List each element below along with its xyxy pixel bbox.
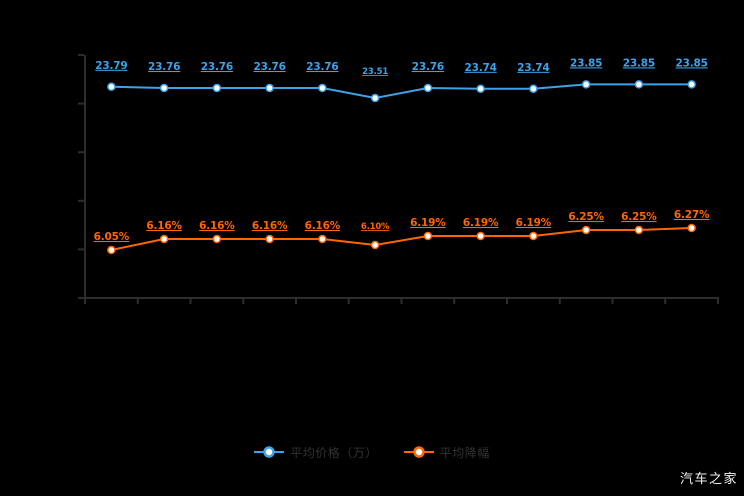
data-point-label-avg-price: 23.85 (623, 57, 655, 69)
data-point-marker-avg-price (529, 84, 538, 94)
data-point-marker-avg-price (687, 80, 696, 89)
chart-legend: 平均价格（万） 平均降幅 (0, 441, 744, 463)
data-point-marker-avg-price (476, 84, 485, 94)
data-point-label-avg-discount: 6.19% (410, 217, 446, 229)
data-point-label-avg-discount: 6.16% (252, 220, 288, 232)
data-point-label-avg-price: 23.74 (517, 62, 549, 74)
series-line-avg-price (111, 83, 692, 99)
data-point-marker-avg-discount (212, 234, 222, 244)
data-point-marker-avg-price (581, 80, 591, 89)
watermark-autohome-logo: 汽车之家 (679, 472, 738, 487)
series-line-avg-discount (111, 227, 692, 251)
legend-label-avg-price: 平均价格（万） (290, 445, 378, 460)
legend-item-avg-price[interactable]: 平均价格（万） (254, 444, 378, 461)
data-point-marker-avg-price (634, 80, 644, 89)
legend-item-avg-discount[interactable]: 平均降幅 (403, 444, 490, 461)
data-point-label-avg-discount: 6.25% (621, 211, 657, 223)
data-point-label-avg-discount: 6.19% (463, 217, 499, 229)
data-point-marker-avg-discount (476, 231, 485, 241)
data-point-marker-avg-price (370, 93, 380, 103)
price-trend-line-chart: 23.79 23.76 23.76 23.76 23.76 23.51 23.76 23.74… (78, 54, 719, 304)
data-point-label-avg-discount: 6.16% (305, 220, 341, 232)
line-series-marker-icon (254, 445, 285, 459)
data-point-marker-avg-discount (265, 234, 274, 244)
data-point-label-avg-discount: 6.05% (94, 231, 130, 243)
data-point-label-avg-price: 23.79 (95, 60, 127, 72)
data-point-label-avg-discount: 6.25% (568, 211, 604, 223)
data-point-label-avg-price: 23.85 (570, 57, 602, 69)
data-point-marker-avg-price (159, 83, 169, 93)
data-point-marker-avg-price (265, 83, 274, 93)
data-point-marker-avg-price (423, 83, 433, 93)
data-point-label-avg-price: 23.76 (412, 61, 444, 73)
data-point-marker-avg-discount (529, 231, 538, 241)
data-point-label-avg-price: 23.76 (201, 61, 233, 73)
data-point-marker-avg-discount (318, 234, 327, 244)
data-point-marker-avg-discount (370, 240, 380, 250)
data-point-label-avg-price: 23.76 (148, 61, 180, 73)
data-point-marker-avg-discount (423, 231, 433, 241)
data-point-marker-avg-discount (107, 245, 116, 255)
data-point-marker-avg-discount (687, 223, 696, 233)
data-point-marker-avg-price (107, 82, 116, 92)
data-point-marker-avg-price (212, 83, 222, 93)
legend-label-avg-discount: 平均降幅 (439, 445, 490, 460)
data-point-label-avg-price: 23.76 (306, 61, 338, 73)
data-point-marker-avg-discount (159, 234, 169, 244)
data-point-label-avg-discount: 6.16% (146, 220, 182, 232)
data-point-label-avg-price: 23.76 (254, 61, 286, 73)
data-point-label-avg-price: 23.51 (362, 67, 388, 77)
data-point-label-avg-price: 23.85 (676, 57, 708, 69)
data-point-label-avg-discount: 6.10% (361, 222, 390, 232)
data-point-label-avg-price: 23.74 (465, 62, 497, 74)
data-point-label-avg-discount: 6.27% (674, 209, 710, 221)
data-point-marker-avg-discount (581, 225, 591, 235)
line-series-marker-icon (403, 445, 434, 459)
data-point-label-avg-discount: 6.16% (199, 220, 235, 232)
data-point-label-avg-discount: 6.19% (516, 217, 552, 229)
data-point-marker-avg-price (318, 83, 327, 93)
data-point-marker-avg-discount (634, 225, 644, 235)
